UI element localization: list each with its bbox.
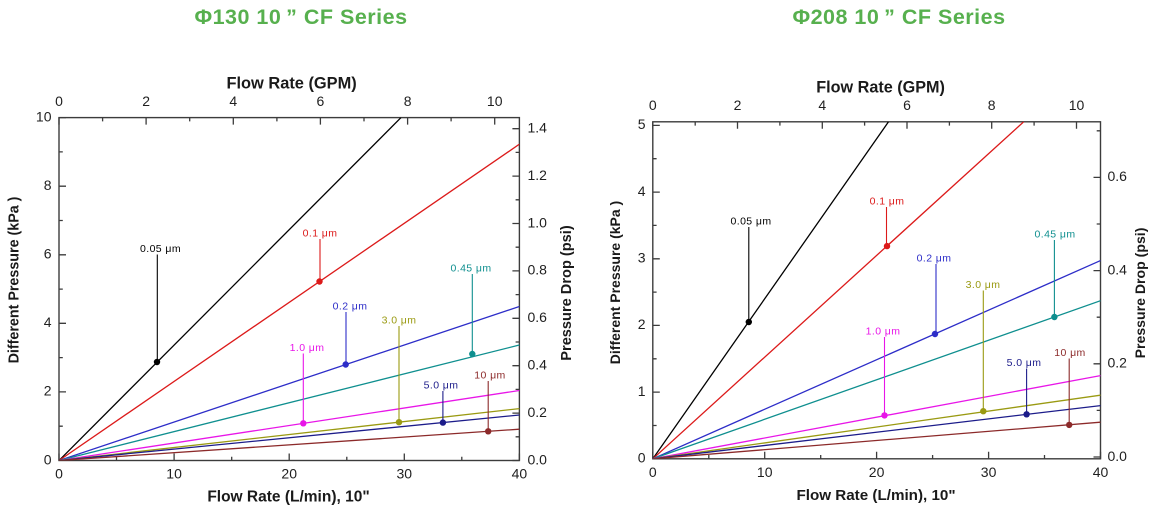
svg-text:1: 1 [638,383,646,399]
svg-text:Flow Rate (L/min), 10": Flow Rate (L/min), 10" [796,487,955,504]
svg-text:6: 6 [903,97,911,113]
svg-text:0.45 μm: 0.45 μm [451,263,492,275]
svg-text:3.0 μm: 3.0 μm [966,279,1001,291]
svg-text:Φ208 10 ” CF Series: Φ208 10 ” CF Series [792,5,1005,29]
svg-text:Flow Rate (L/min), 10": Flow Rate (L/min), 10" [207,489,369,506]
svg-text:0.2: 0.2 [1108,355,1128,371]
svg-text:0.8: 0.8 [528,262,548,278]
svg-text:3.0 μm: 3.0 μm [382,315,417,327]
svg-text:0.0: 0.0 [1108,448,1128,464]
svg-text:10: 10 [1069,97,1085,113]
svg-text:Different Pressure (kPa ): Different Pressure (kPa ) [607,201,623,364]
svg-text:0: 0 [44,451,52,467]
svg-text:6: 6 [44,246,52,262]
svg-text:1.0 μm: 1.0 μm [866,326,901,338]
svg-text:0.05 μm: 0.05 μm [731,216,772,228]
svg-text:2: 2 [638,316,646,332]
svg-text:1.4: 1.4 [528,120,548,136]
svg-text:30: 30 [397,466,413,482]
svg-text:10: 10 [757,464,773,480]
svg-text:10: 10 [36,108,52,124]
svg-text:0.1 μm: 0.1 μm [303,228,338,240]
svg-text:Flow Rate (GPM): Flow Rate (GPM) [816,79,945,97]
svg-text:2: 2 [44,383,52,399]
svg-text:40: 40 [1093,464,1109,480]
svg-text:3: 3 [638,250,646,266]
svg-text:Φ130 10 ” CF Series: Φ130 10 ” CF Series [194,5,407,29]
svg-text:20: 20 [281,466,297,482]
svg-text:8: 8 [988,97,996,113]
svg-text:4: 4 [638,183,646,199]
svg-text:0.2 μm: 0.2 μm [917,253,952,265]
svg-text:0: 0 [649,97,657,113]
svg-text:2: 2 [734,97,742,113]
svg-text:10: 10 [487,93,503,109]
svg-text:1.0 μm: 1.0 μm [290,342,325,354]
svg-text:4: 4 [44,314,52,330]
svg-text:Pressure Drop (psi): Pressure Drop (psi) [559,225,575,361]
svg-text:0.4: 0.4 [1108,261,1128,277]
svg-text:5.0 μm: 5.0 μm [1007,357,1042,369]
svg-text:40: 40 [512,466,528,482]
svg-text:0.6: 0.6 [1108,168,1128,184]
svg-text:5: 5 [638,116,646,132]
svg-text:0: 0 [55,93,63,109]
svg-text:10: 10 [166,466,182,482]
svg-text:0: 0 [649,464,657,480]
svg-text:30: 30 [981,464,997,480]
svg-text:1.2: 1.2 [528,167,548,183]
svg-text:0: 0 [638,450,646,466]
svg-text:6: 6 [317,93,325,109]
svg-text:0.05 μm: 0.05 μm [140,243,181,255]
svg-text:10 μm: 10 μm [1054,347,1085,359]
svg-text:8: 8 [44,177,52,193]
svg-text:5.0 μm: 5.0 μm [424,380,459,392]
svg-text:20: 20 [869,464,885,480]
svg-text:0.2: 0.2 [528,404,548,420]
svg-text:1.0: 1.0 [528,214,548,230]
svg-text:4: 4 [229,93,237,109]
svg-text:8: 8 [404,93,412,109]
svg-text:10 μm: 10 μm [474,370,505,382]
svg-text:Flow Rate (GPM): Flow Rate (GPM) [226,75,356,93]
svg-text:0.6: 0.6 [528,309,548,325]
svg-text:2: 2 [142,93,150,109]
svg-text:0.0: 0.0 [528,451,548,467]
svg-text:0.45 μm: 0.45 μm [1035,229,1076,241]
svg-text:0.1 μm: 0.1 μm [870,196,905,208]
svg-text:Different Pressure (kPa ): Different Pressure (kPa ) [7,196,23,363]
svg-text:4: 4 [818,97,826,113]
svg-text:0: 0 [55,466,63,482]
svg-text:0.4: 0.4 [528,357,548,373]
svg-text:0.2 μm: 0.2 μm [333,301,368,313]
svg-text:Pressure Drop (psi): Pressure Drop (psi) [1132,228,1148,359]
